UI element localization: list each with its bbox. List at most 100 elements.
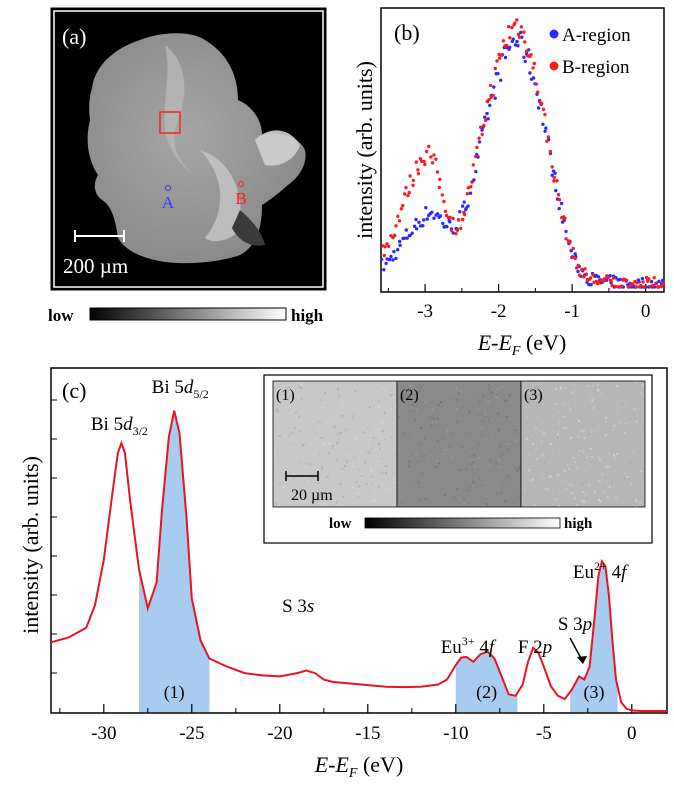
inset-tile-noise-pixel — [604, 469, 607, 472]
inset-tile-noise-pixel — [572, 484, 575, 487]
inset-tile-noise-pixel — [379, 495, 382, 498]
panel-c-annotations: Bi 5d3/2Bi 5d5/2 S 3s Eu3+ 4f F 2p S 3p Eu2+ … — [91, 377, 629, 658]
inset-tile-noise-pixel — [612, 454, 615, 457]
inset-tile-noise-pixel — [482, 420, 485, 422]
a-region-point — [536, 106, 541, 110]
inset-tile-noise-pixel — [277, 455, 280, 458]
inset-tile-noise-pixel — [375, 415, 378, 418]
inset-tile-noise-pixel — [597, 407, 600, 410]
inset-tile-noise-pixel — [541, 453, 544, 456]
inset-tile-noise-pixel — [541, 402, 544, 405]
inset-tile-noise-pixel — [388, 486, 391, 489]
inset-tile-noise-pixel — [571, 403, 574, 406]
inset-tile-noise-pixel — [527, 414, 530, 416]
inset-tile-noise-pixel — [429, 424, 432, 427]
b-region-point — [532, 61, 536, 66]
b-region-point — [536, 90, 540, 94]
shaded-region-label-2: (2) — [476, 682, 497, 703]
inset-tile-noise-pixel — [592, 406, 595, 409]
inset-tile-noise-pixel — [472, 481, 475, 484]
inset-tile-noise-pixel — [415, 489, 418, 492]
inset-tile-noise-pixel — [287, 443, 290, 446]
inset-tile-noise-pixel — [605, 382, 608, 385]
inset-tile-noise-pixel — [390, 436, 393, 439]
inset-tile-noise-pixel — [581, 482, 584, 485]
inset-tile-noise-pixel — [361, 423, 364, 426]
inset-tile-noise-pixel — [407, 465, 410, 468]
b-region-point — [570, 255, 574, 260]
inset-tile-noise-pixel — [495, 461, 498, 464]
inset-tile-noise-pixel — [495, 482, 498, 485]
inset-tile-noise-pixel — [363, 484, 366, 487]
panel-c-x-axis-unit: (eV) — [357, 752, 403, 777]
b-region-point — [556, 193, 561, 197]
b-region-point — [459, 226, 463, 231]
inset-tile-noise-pixel — [377, 432, 380, 435]
inset-tile-noise-pixel — [304, 457, 307, 460]
inset-tile-noise-pixel — [495, 435, 498, 438]
inset-tile-noise-pixel — [559, 406, 562, 409]
inset-tile-noise-pixel — [605, 466, 607, 469]
inset-tile-noise-pixel — [543, 426, 546, 429]
inset-tile-noise-pixel — [556, 438, 559, 441]
b-region-point — [584, 272, 589, 276]
inset-tile-noise-pixel — [339, 482, 342, 485]
inset-tile-noise-pixel — [554, 431, 557, 434]
a-region-point — [486, 117, 490, 121]
b-region-point — [475, 145, 479, 150]
a-region-point — [466, 204, 470, 208]
inset-tile-noise-pixel — [403, 484, 406, 486]
inset-tile-noise-pixel — [298, 386, 301, 388]
inset-tile-noise-pixel — [559, 435, 562, 438]
inset-tile-noise-pixel — [499, 466, 502, 469]
inset-tile-noise-pixel — [489, 459, 492, 462]
shaded-region-label-3: (3) — [583, 682, 604, 703]
inset-tile-noise-pixel — [390, 394, 393, 397]
a-region-point — [559, 201, 564, 206]
inset-tile-noise-pixel — [632, 450, 635, 453]
inset-tile-noise-pixel — [417, 476, 420, 479]
inset-tile-texture — [274, 382, 645, 507]
inset-tile-noise-pixel — [416, 459, 419, 462]
b-region-point — [588, 276, 593, 280]
inset-tile-noise-pixel — [608, 486, 611, 489]
inset-tile-noise-pixel — [418, 390, 421, 393]
inset-tile-noise-pixel — [411, 482, 414, 485]
inset-tile-noise-pixel — [434, 420, 437, 423]
inset-tile-noise-pixel — [437, 462, 440, 465]
inset-tile-noise-pixel — [494, 476, 497, 479]
inset-tile-noise-pixel — [277, 410, 280, 413]
a-region-point — [564, 229, 568, 234]
panel-c-ticks: -30 -25 -20 -15 -10 -5 0 — [51, 399, 637, 744]
inset-tile-noise-pixel — [464, 423, 467, 426]
inset-tile-noise-pixel — [398, 442, 400, 445]
panel-c-label: (c) — [62, 378, 86, 403]
panel-b-x-tick-label: -3 — [417, 301, 433, 322]
b-region-point — [627, 285, 631, 289]
inset-tile-noise-pixel — [294, 407, 297, 410]
inset-tile-noise-pixel — [642, 384, 644, 387]
inset-tile-noise-pixel — [349, 390, 351, 393]
inset-tile-noise-pixel — [565, 488, 568, 491]
inset-tile-noise-pixel — [501, 419, 504, 422]
inset-tile-noise-pixel — [564, 387, 567, 390]
inset-tile-noise-pixel — [430, 417, 433, 420]
point-b-marker — [238, 181, 244, 187]
inset-tile-noise-pixel — [323, 391, 326, 394]
inset-tile-noise-pixel — [306, 461, 309, 464]
inset-tile-noise-pixel — [586, 476, 589, 479]
b-region-point — [651, 283, 655, 288]
inset-tile-noise-pixel — [570, 416, 573, 419]
b-region-point — [519, 25, 524, 29]
inset-tile-noise-pixel — [339, 397, 342, 400]
inset-tile-noise-pixel — [365, 483, 368, 485]
inset-tile-noise-pixel — [593, 483, 596, 486]
inset-tile-noise-pixel — [600, 409, 603, 412]
inset-tile-noise-pixel — [606, 496, 609, 499]
inset-tile-noise-pixel — [389, 488, 392, 491]
b-region-point — [444, 213, 449, 218]
inset: (1) (2) (3) 20 µm low high — [263, 374, 653, 544]
inset-tile-noise-pixel — [607, 465, 610, 468]
b-region-point — [416, 171, 421, 176]
inset-tile-noise-pixel — [531, 478, 534, 481]
